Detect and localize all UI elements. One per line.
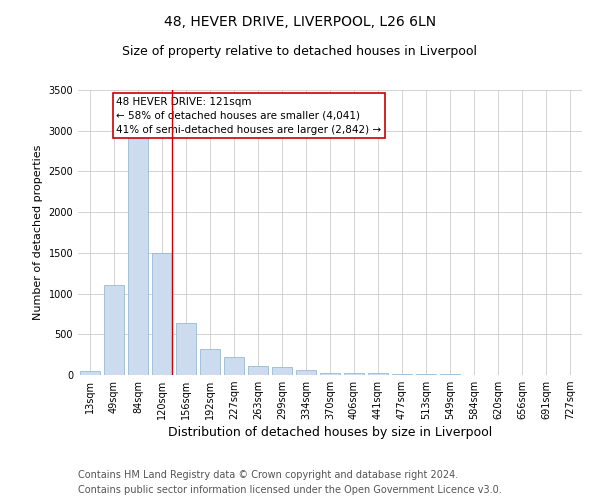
Bar [128,137,148,375]
Bar [248,366,268,375]
Bar [368,374,388,375]
Bar [80,370,100,375]
Bar [392,374,412,375]
Text: Contains HM Land Registry data © Crown copyright and database right 2024.: Contains HM Land Registry data © Crown c… [78,470,458,480]
Bar [224,358,244,375]
Bar [200,349,220,375]
Bar [176,324,196,375]
Text: 48 HEVER DRIVE: 121sqm
← 58% of detached houses are smaller (4,041)
41% of semi-: 48 HEVER DRIVE: 121sqm ← 58% of detached… [116,96,382,134]
Text: 48, HEVER DRIVE, LIVERPOOL, L26 6LN: 48, HEVER DRIVE, LIVERPOOL, L26 6LN [164,15,436,29]
Bar [440,374,460,375]
Text: Contains public sector information licensed under the Open Government Licence v3: Contains public sector information licen… [78,485,502,495]
Bar [344,373,364,375]
X-axis label: Distribution of detached houses by size in Liverpool: Distribution of detached houses by size … [168,426,492,440]
Bar [296,370,316,375]
Bar [152,253,172,375]
Bar [104,286,124,375]
Y-axis label: Number of detached properties: Number of detached properties [33,145,43,320]
Bar [320,372,340,375]
Bar [416,374,436,375]
Bar [272,367,292,375]
Text: Size of property relative to detached houses in Liverpool: Size of property relative to detached ho… [122,45,478,58]
